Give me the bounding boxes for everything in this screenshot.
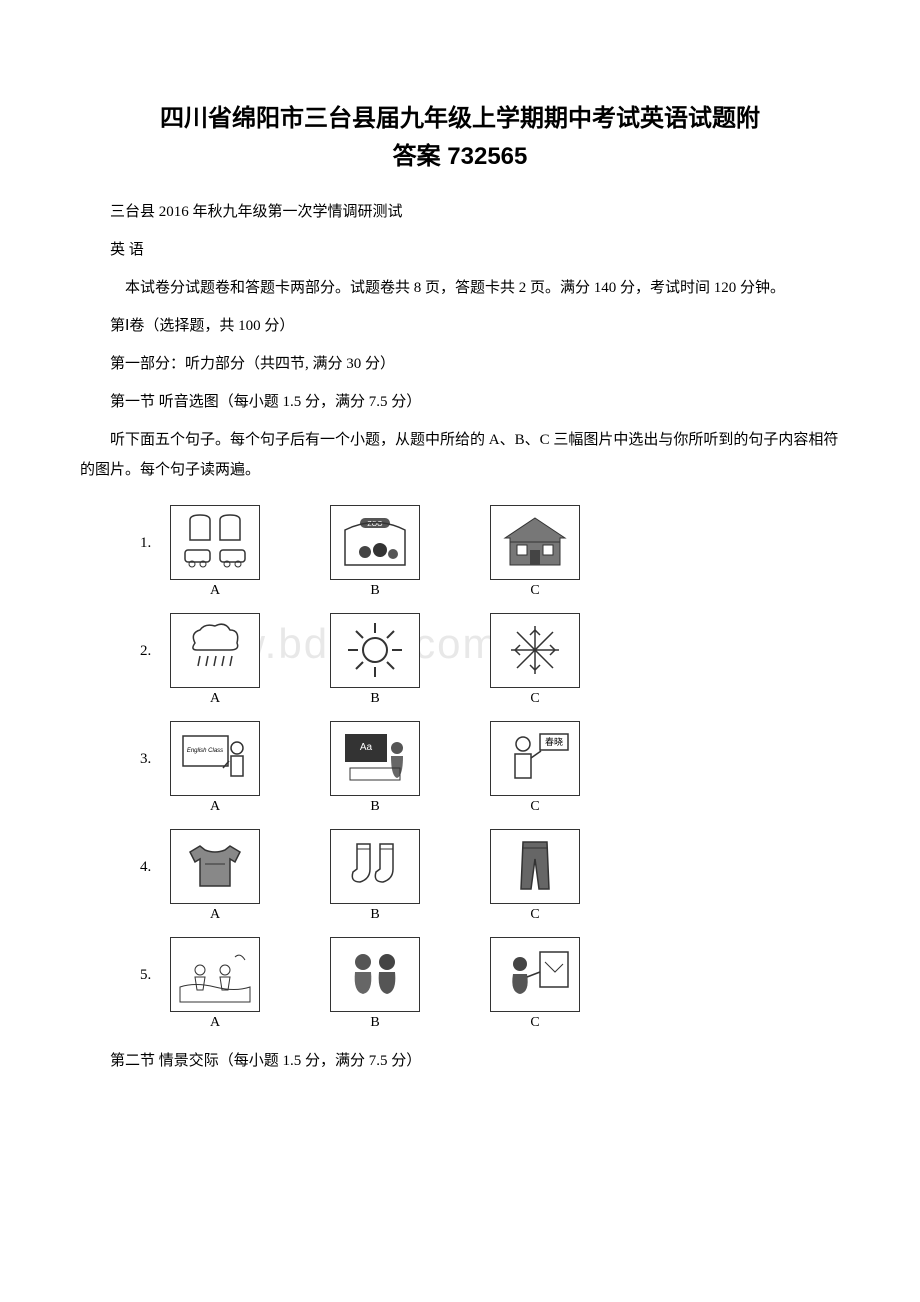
option-group: A B: [170, 937, 700, 1031]
option-label: C: [530, 1015, 539, 1031]
option-4c: C: [490, 829, 580, 923]
option-label: A: [210, 1015, 220, 1031]
question-row-2: 2. A: [140, 613, 700, 707]
question-number: 4.: [140, 829, 170, 876]
question-row-3: 3. English Class A: [140, 721, 700, 815]
sun-icon: [330, 613, 420, 688]
option-label: C: [530, 583, 539, 599]
option-group: A ZOO B: [170, 505, 700, 599]
instruction-1: 听下面五个句子。每个句子后有一个小题，从题中所给的 A、B、C 三幅图片中选出与…: [80, 425, 840, 485]
option-5c: C: [490, 937, 580, 1031]
option-3a: English Class A: [170, 721, 260, 815]
option-label: B: [370, 1015, 379, 1031]
option-group: A: [170, 613, 700, 707]
question-number: 3.: [140, 721, 170, 768]
intro-paragraph-3: 本试卷分试题卷和答题卡两部分。试题卷共 8 页，答题卡共 2 页。满分 140 …: [80, 273, 840, 303]
chinese-class-icon: 春晓: [490, 721, 580, 796]
question-row-5: 5. A: [140, 937, 700, 1031]
house-icon: [490, 505, 580, 580]
option-3b: Aa B: [330, 721, 420, 815]
option-4a: A: [170, 829, 260, 923]
subpart-1-heading: 第一节 听音选图（每小题 1.5 分，满分 7.5 分）: [80, 387, 840, 417]
option-group: English Class A Aa: [170, 721, 700, 815]
svg-text:English Class: English Class: [187, 748, 223, 754]
subpart-2-heading: 第二节 情景交际（每小题 1.5 分，满分 7.5 分）: [80, 1046, 840, 1076]
painting-scene-icon: [490, 937, 580, 1012]
svg-text:Aa: Aa: [360, 742, 373, 753]
option-5b: B: [330, 937, 420, 1031]
title-line-1: 四川省绵阳市三台县届九年级上学期期中考试英语试题附: [160, 105, 760, 132]
math-class-icon: Aa: [330, 721, 420, 796]
option-5a: A: [170, 937, 260, 1031]
zoo-icon: ZOO: [330, 505, 420, 580]
snowflake-icon: [490, 613, 580, 688]
option-2a: A: [170, 613, 260, 707]
intro-paragraph-2: 英 语: [80, 235, 840, 265]
option-1c: C: [490, 505, 580, 599]
option-label: C: [530, 691, 539, 707]
english-class-icon: English Class: [170, 721, 260, 796]
option-label: A: [210, 691, 220, 707]
section-1-heading: 第Ⅰ卷（选择题，共 100 分）: [80, 311, 840, 341]
option-group: A B: [170, 829, 700, 923]
tunnel-car-icon: [170, 505, 260, 580]
option-2b: B: [330, 613, 420, 707]
title-line-2: 答案 732565: [393, 143, 528, 170]
rain-cloud-icon: [170, 613, 260, 688]
option-1a: A: [170, 505, 260, 599]
option-4b: B: [330, 829, 420, 923]
part-1-heading: 第一部分：听力部分（共四节, 满分 30 分）: [80, 349, 840, 379]
beach-scene-icon: [170, 937, 260, 1012]
question-row-4: 4. A: [140, 829, 700, 923]
pants-icon: [490, 829, 580, 904]
option-1b: ZOO B: [330, 505, 420, 599]
document-title: 四川省绵阳市三台县届九年级上学期期中考试英语试题附 答案 732565: [80, 100, 840, 177]
socks-icon: [330, 829, 420, 904]
option-label: B: [370, 907, 379, 923]
question-row-1: 1. A: [140, 505, 700, 599]
svg-text:春晓: 春晓: [545, 736, 563, 747]
question-number: 5.: [140, 937, 170, 984]
option-label: A: [210, 907, 220, 923]
option-label: B: [370, 691, 379, 707]
option-label: B: [370, 583, 379, 599]
image-options-grid: www.bdocx.com 1. A: [140, 505, 700, 1031]
option-label: C: [530, 907, 539, 923]
question-number: 2.: [140, 613, 170, 660]
question-number: 1.: [140, 505, 170, 552]
two-people-icon: [330, 937, 420, 1012]
option-2c: C: [490, 613, 580, 707]
option-3c: 春晓 C: [490, 721, 580, 815]
option-label: C: [530, 799, 539, 815]
option-label: A: [210, 799, 220, 815]
tshirt-icon: [170, 829, 260, 904]
option-label: A: [210, 583, 220, 599]
option-label: B: [370, 799, 379, 815]
intro-paragraph-1: 三台县 2016 年秋九年级第一次学情调研测试: [80, 197, 840, 227]
